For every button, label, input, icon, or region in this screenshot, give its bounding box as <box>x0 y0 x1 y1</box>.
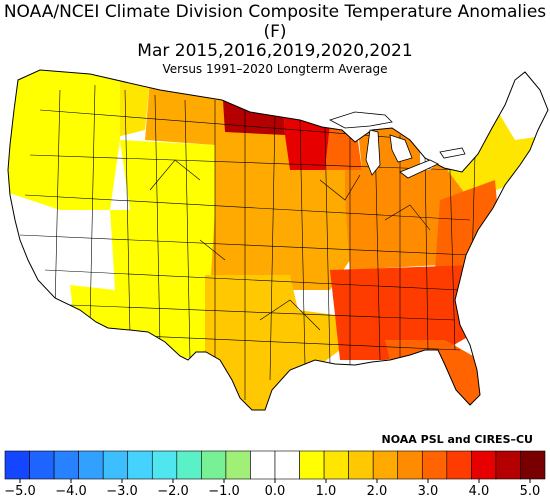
color-swatch <box>520 450 546 480</box>
scale-label: 1.0 <box>316 484 337 497</box>
scale-label: 0.0 <box>265 484 286 497</box>
scale-label: 2.0 <box>367 484 388 497</box>
region-north-dakota <box>222 85 285 135</box>
lake-huron <box>389 134 413 163</box>
scale-label: −2.0 <box>157 484 189 497</box>
color-swatch <box>323 450 349 480</box>
color-swatch <box>78 450 104 480</box>
color-swatch <box>471 450 497 480</box>
color-swatch <box>4 450 30 480</box>
map-title: NOAA/NCEI Climate Division Composite Tem… <box>3 2 547 42</box>
scale-label: 5.0 <box>520 484 541 497</box>
scale-labels: −5.0 −4.0 −3.0 −2.0 −1.0 0.0 1.0 2.0 3.0 4.0 5.0 <box>4 484 540 497</box>
color-swatch <box>274 450 300 480</box>
color-swatch <box>372 450 399 480</box>
color-swatch <box>495 450 521 480</box>
credit-label: NOAA PSL and CIRES–CU <box>381 433 533 446</box>
color-scale: −5.0 −4.0 −3.0 −2.0 −1.0 0.0 1.0 2.0 3.0 4.0 5.0 <box>4 450 546 497</box>
color-swatch <box>446 450 472 480</box>
color-swatch <box>225 450 251 480</box>
color-swatch <box>29 450 55 480</box>
lake-michigan <box>365 129 381 176</box>
color-swatch <box>421 450 448 480</box>
color-swatch <box>53 450 79 480</box>
region-pacific-northwest <box>8 70 120 210</box>
baseline-note: Versus 1991–2020 Longterm Average <box>162 62 388 76</box>
region-colorado-utah <box>110 210 215 290</box>
color-swatch <box>348 450 374 480</box>
scale-label: 4.0 <box>469 484 490 497</box>
region-wyoming <box>120 140 215 210</box>
color-swatch <box>102 450 129 480</box>
color-swatch <box>299 450 325 480</box>
color-swatches <box>4 450 546 480</box>
region-michigan <box>355 100 420 175</box>
region-southeast <box>330 265 480 360</box>
map-subtitle: Mar 2015,2016,2019,2020,2021 <box>137 41 413 61</box>
color-swatch <box>127 450 153 480</box>
scale-label: 3.0 <box>418 484 439 497</box>
scale-label: −5.0 <box>4 484 36 497</box>
color-swatch <box>201 450 227 480</box>
color-swatch <box>250 450 276 480</box>
great-lakes <box>328 111 466 179</box>
scale-label: −3.0 <box>106 484 138 497</box>
scale-label: −1.0 <box>208 484 240 497</box>
division-lines <box>19 84 476 400</box>
color-swatch <box>151 450 178 480</box>
scale-label: −4.0 <box>55 484 87 497</box>
color-swatch <box>397 450 423 480</box>
title-block: NOAA/NCEI Climate Division Composite Tem… <box>0 0 550 77</box>
scale-ticks <box>19 479 531 483</box>
us-anomaly-map <box>7 69 549 411</box>
us-outline <box>7 69 549 411</box>
lake-erie <box>399 159 439 179</box>
lake-superior <box>328 111 393 129</box>
color-swatch <box>176 450 202 480</box>
lake-ontario <box>439 147 466 159</box>
